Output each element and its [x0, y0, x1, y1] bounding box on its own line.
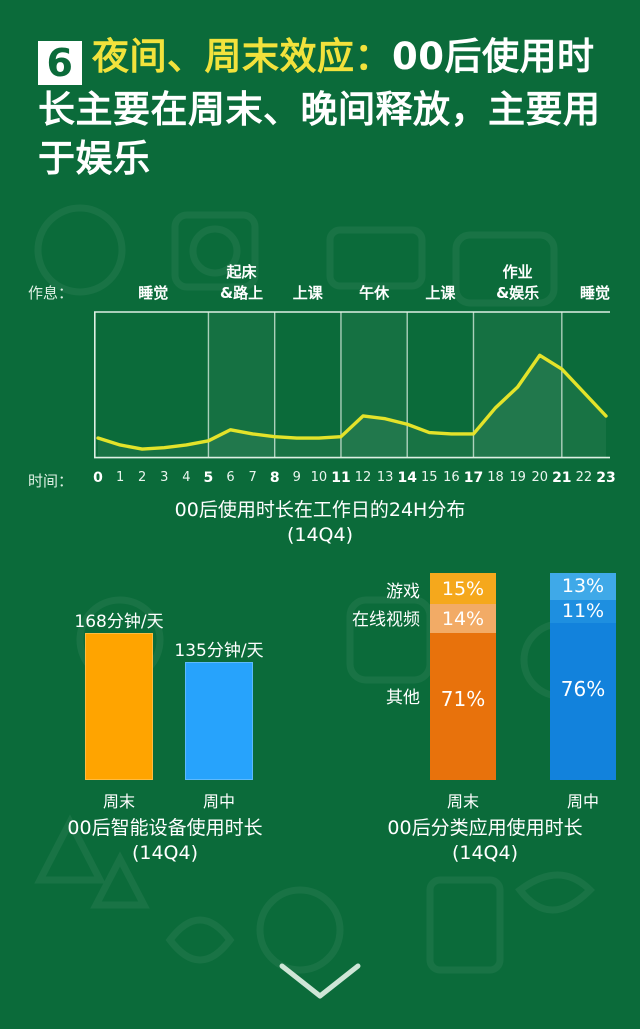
hour-label-1: 1 — [115, 470, 125, 485]
chart-shaded-band-1 — [340, 312, 408, 458]
line-chart-caption: 00后使用时长在工作日的24H分布 (14Q4) — [100, 498, 540, 548]
right-chart-caption-title: 00后分类应用使用时长 — [387, 817, 583, 839]
headline-rest: 00后使用时长主要在周末、晚间释放，主要用于娱乐 — [38, 35, 601, 180]
hour-label-20: 20 — [531, 470, 548, 485]
app-segment-value: 14% — [441, 607, 485, 630]
app-segment-游戏-周中: 13% — [550, 573, 616, 600]
schedule-band-5: 作业 &娱乐 — [458, 262, 578, 304]
hour-label-12: 12 — [354, 470, 372, 485]
right-chart-caption-sub: (14Q4) — [451, 842, 519, 864]
hour-label-4: 4 — [182, 470, 191, 485]
device-usage-category-周末: 周末 — [102, 792, 135, 811]
schedule-band-3: 午休 — [314, 283, 434, 304]
device-usage-value-周末: 168分钟/天 — [74, 612, 164, 632]
app-category-label-周中: 周中 — [566, 792, 599, 811]
chevron-down-icon[interactable] — [272, 958, 368, 1004]
device-usage-bar-周末 — [85, 633, 153, 780]
hour-label-14: 14 — [397, 470, 417, 486]
schedule-band-label: 睡觉 — [138, 284, 169, 302]
device-usage-bar-chart: 168分钟/天 周末 135分钟/天 周中 — [0, 565, 320, 811]
right-chart-caption: 00后分类应用使用时长 (14Q4) — [330, 816, 640, 866]
time-axis-title: 时间： — [28, 472, 74, 490]
hour-label-6: 6 — [226, 470, 235, 485]
app-category-stack-周中: 13% 11% 76% — [550, 573, 616, 780]
hour-label-3: 3 — [160, 470, 169, 485]
app-legend-在线视频: 在线视频 — [352, 610, 420, 630]
schedule-band-label: 起床 — [226, 263, 257, 281]
app-segment-其他-周末: 71% — [430, 633, 496, 780]
headline-highlight: 夜间、周末效应： — [92, 35, 392, 78]
line-chart-caption-title: 00后使用时长在工作日的24H分布 — [174, 499, 466, 521]
schedule-band-labels: 作息： 睡觉 起床 &路上 上课 午休 上课 作业 &娱乐 睡觉 — [0, 262, 640, 308]
hour-label-2: 2 — [138, 470, 147, 485]
section-number-badge: 6 — [38, 41, 82, 85]
left-chart-caption: 00后智能设备使用时长 (14Q4) — [10, 816, 320, 866]
app-category-label-周末: 周末 — [446, 792, 479, 811]
schedule-band-label: 上课 — [425, 284, 456, 302]
app-segment-在线视频-周中: 11% — [550, 599, 616, 623]
hour-label-13: 13 — [376, 470, 394, 485]
schedule-band-0: 睡觉 — [93, 283, 213, 304]
schedule-band-4: 上课 — [380, 283, 500, 304]
hour-label-17: 17 — [463, 470, 484, 486]
schedule-band-2: 上课 — [248, 283, 368, 304]
hour-label-15: 15 — [421, 470, 438, 485]
hour-label-21: 21 — [552, 470, 572, 486]
schedule-band-label: 作业 — [502, 263, 533, 281]
schedule-band-label: &娱乐 — [496, 284, 540, 302]
time-axis: 时间： 0 1 2 3 4 5 6 7 8 9 10 11 12 13 14 15 16 17 18 19 20 21 22… — [0, 468, 640, 490]
schedule-band-label: 睡觉 — [579, 284, 610, 302]
hour-label-23: 23 — [596, 470, 616, 486]
schedule-band-6: 睡觉 — [535, 283, 640, 304]
page-title: 6 夜间、周末效应：00后使用时长主要在周末、晚间释放，主要用于娱乐 — [38, 32, 614, 183]
hour-label-19: 19 — [509, 470, 526, 485]
app-category-stack-周末: 15% 14% 71% — [430, 573, 496, 780]
hour-label-8: 8 — [269, 470, 280, 486]
left-chart-caption-title: 00后智能设备使用时长 — [67, 817, 263, 839]
schedule-band-label: &路上 — [220, 284, 264, 302]
app-segment-在线视频-周末: 14% — [430, 604, 496, 634]
app-segment-value: 11% — [561, 600, 605, 623]
app-segment-value: 76% — [560, 676, 606, 701]
schedule-band-label: 上课 — [292, 284, 323, 302]
hour-label-18: 18 — [487, 470, 504, 485]
schedule-title: 作息： — [28, 284, 74, 302]
hour-label-7: 7 — [248, 470, 257, 485]
hour-label-11: 11 — [331, 470, 351, 486]
line-chart-caption-sub: (14Q4) — [286, 524, 354, 546]
hour-label-22: 22 — [575, 470, 593, 485]
app-category-stacked-chart: 游戏在线视频其他 15% 14% 71% 周末 13% 11% 76% 周中 — [320, 565, 640, 811]
hour-label-0: 0 — [93, 470, 103, 486]
schedule-band-label: 午休 — [359, 284, 390, 302]
left-chart-caption-sub: (14Q4) — [131, 842, 199, 864]
app-segment-value: 71% — [440, 687, 486, 712]
hour-label-16: 16 — [443, 470, 460, 485]
device-usage-bar-周中 — [185, 661, 253, 780]
device-usage-value-周中: 135分钟/天 — [174, 640, 264, 661]
app-segment-游戏-周末: 15% — [430, 573, 496, 605]
hour-label-9: 9 — [292, 470, 301, 485]
app-legend-其他: 其他 — [386, 688, 420, 708]
app-segment-其他-周中: 76% — [550, 622, 616, 780]
hour-label-10: 10 — [310, 470, 328, 485]
app-legend-游戏: 游戏 — [386, 582, 420, 602]
hourly-usage-line-chart — [94, 311, 610, 459]
schedule-band-1: 起床 &路上 — [182, 262, 302, 304]
hour-label-5: 5 — [203, 470, 214, 486]
device-usage-category-周中: 周中 — [202, 792, 235, 811]
app-segment-value: 13% — [561, 575, 605, 598]
app-segment-value: 15% — [441, 577, 485, 600]
